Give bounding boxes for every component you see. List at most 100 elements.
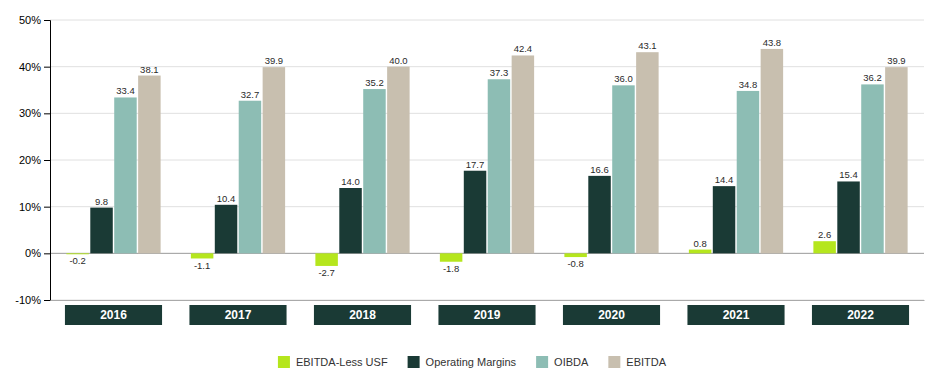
x-tick: 2016 [65, 305, 162, 325]
y-tick-label: 30% [19, 107, 41, 119]
x-tick-label: 2017 [225, 308, 252, 322]
grid-line [50, 113, 924, 114]
y-tick-label: 20% [19, 154, 41, 166]
y-tick: 30% [19, 107, 50, 119]
grid-line [50, 160, 924, 161]
x-tick-label: 2022 [847, 308, 874, 322]
legend-swatch [408, 356, 420, 368]
x-tick: 2022 [812, 305, 909, 325]
data-label: 33.4 [116, 85, 135, 96]
grid-line [50, 20, 924, 21]
y-tick-mark [44, 67, 50, 68]
data-label: -2.7 [318, 267, 334, 278]
chart-container: -10%0%10%20%30%40%50%2016201720182019202… [0, 0, 944, 380]
category-label-box [314, 305, 411, 325]
category-label-box [438, 305, 535, 325]
y-tick-label: 40% [19, 61, 41, 73]
bar [90, 208, 112, 254]
legend-label: OIBDA [554, 356, 589, 368]
x-tick-label: 2018 [349, 308, 376, 322]
bar [315, 253, 337, 266]
chart-svg: -10%0%10%20%30%40%50%2016201720182019202… [0, 0, 944, 380]
grid-line [50, 253, 924, 254]
x-axis-line [51, 300, 925, 301]
bar [813, 241, 835, 253]
bar [512, 55, 534, 253]
y-tick: 50% [19, 14, 50, 26]
legend: EBITDA-Less USF Operating Margins OIBDA EBI… [278, 356, 667, 368]
y-tick-mark [44, 207, 50, 208]
bar [387, 67, 409, 254]
x-tick: 2020 [563, 305, 660, 325]
data-label: 14.0 [341, 176, 360, 187]
data-label: 40.0 [389, 55, 408, 66]
bar [713, 186, 735, 253]
legend-item: Operating Margins [408, 356, 517, 368]
bar [440, 253, 462, 261]
y-tick: 20% [19, 154, 50, 166]
data-label: 9.8 [95, 196, 108, 207]
data-label: -1.8 [443, 263, 459, 274]
data-label: 14.4 [715, 174, 734, 185]
category-label-box [65, 305, 162, 325]
bar [612, 85, 634, 253]
bar [363, 89, 385, 253]
data-label: 16.6 [590, 164, 609, 175]
legend-swatch [608, 356, 620, 368]
legend-label: EBITDA-Less USF [296, 356, 388, 368]
x-tick: 2021 [687, 305, 784, 325]
bar [191, 253, 213, 258]
bar [263, 67, 285, 253]
bar [339, 188, 361, 253]
legend-label: Operating Margins [426, 356, 517, 368]
grid-line [50, 300, 924, 301]
bar [636, 52, 658, 253]
x-tick: 2019 [438, 305, 535, 325]
y-tick-mark [44, 300, 50, 301]
data-label: 43.8 [763, 37, 782, 48]
x-tick: 2018 [314, 305, 411, 325]
x-tick-label: 2019 [474, 308, 501, 322]
x-tick: 2017 [189, 305, 286, 325]
y-tick-mark [44, 253, 50, 254]
bar [114, 97, 136, 253]
bar [885, 67, 907, 253]
data-label: 17.7 [466, 159, 485, 170]
data-label: 15.4 [839, 169, 858, 180]
y-tick: 10% [19, 201, 50, 213]
bar [861, 84, 883, 253]
bar [138, 76, 160, 254]
legend-label: EBITDA [626, 356, 666, 368]
y-tick: 40% [19, 61, 50, 73]
y-tick-mark [44, 113, 50, 114]
data-label: 39.9 [265, 55, 284, 66]
data-label: -1.1 [194, 260, 210, 271]
y-tick-label: 10% [19, 201, 41, 213]
y-tick: -10% [15, 294, 50, 306]
data-label: 32.7 [241, 89, 260, 100]
bars [66, 49, 907, 266]
data-labels: -0.2-1.1-2.7-1.8-0.80.82.69.810.414.017.… [69, 37, 905, 278]
data-label: -0.2 [69, 255, 85, 266]
data-label: 34.8 [739, 79, 758, 90]
data-label: 42.4 [514, 43, 533, 54]
y-tick-mark [44, 20, 50, 21]
legend-item: EBITDA-Less USF [278, 356, 388, 368]
bar [564, 253, 586, 257]
grid-line [50, 66, 924, 67]
data-label: 36.0 [614, 73, 633, 84]
bar [239, 101, 261, 254]
x-tick-label: 2020 [598, 308, 625, 322]
x-tick-label: 2021 [723, 308, 750, 322]
data-label: 39.9 [887, 55, 906, 66]
x-tick-label: 2016 [100, 308, 127, 322]
legend-item: OIBDA [536, 356, 589, 368]
category-label-box [189, 305, 286, 325]
y-axis-line [44, 21, 51, 301]
data-label: 37.3 [490, 67, 509, 78]
grid-line [50, 206, 924, 207]
y-tick-label: -10% [15, 294, 41, 306]
y-tick-mark [44, 160, 50, 161]
data-label: 43.1 [638, 40, 657, 51]
y-tick-label: 50% [19, 14, 41, 26]
